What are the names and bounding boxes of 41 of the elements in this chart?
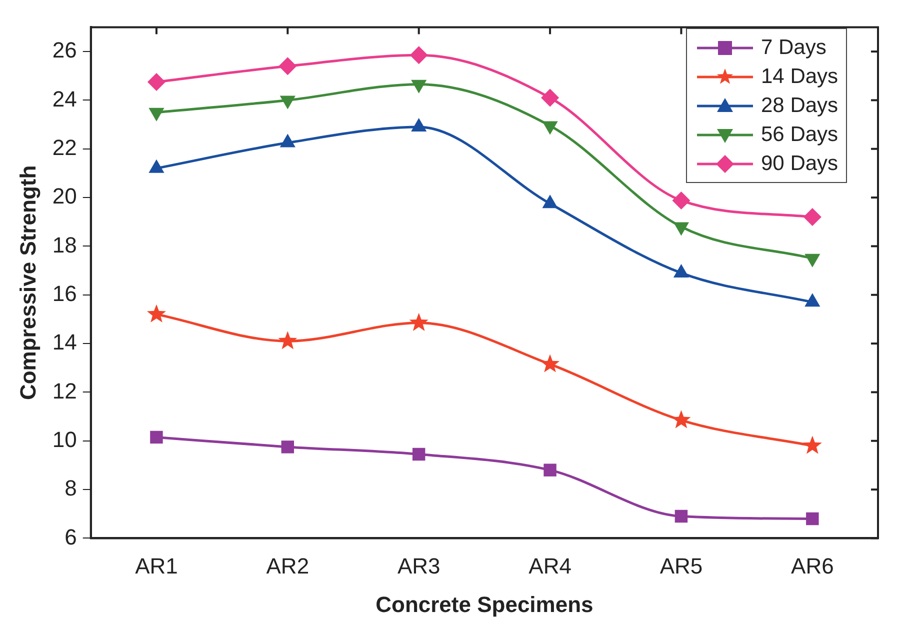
legend-label: 28 Days [761, 94, 838, 118]
point [146, 304, 166, 322]
legend-label: 7 Days [761, 36, 826, 60]
x-tick-label: AR2 [266, 553, 310, 578]
legend-label: 56 Days [761, 122, 838, 147]
point [150, 430, 163, 444]
y-tick-label: 10 [52, 426, 77, 452]
point [410, 46, 428, 64]
y-tick-label: 26 [52, 38, 77, 63]
y-tick-label: 8 [64, 476, 77, 501]
point [672, 191, 690, 210]
point [544, 464, 556, 476]
y-tick-label: 14 [52, 330, 77, 355]
y-tick-label: 24 [52, 86, 77, 112]
x-tick-label: AR4 [528, 553, 572, 578]
y-tick-label: 16 [52, 280, 77, 306]
y-tick-label: 20 [52, 184, 77, 209]
x-tick-label: AR5 [660, 553, 703, 578]
y-tick-label: 6 [64, 524, 77, 550]
point [674, 510, 688, 523]
point [803, 208, 822, 226]
point [541, 88, 560, 107]
point [147, 72, 166, 91]
point [802, 436, 822, 454]
legend-label: 14 Days [761, 64, 838, 89]
point [540, 354, 560, 372]
y-axis-title: Compressive Strength [15, 165, 40, 400]
y-tick-label: 22 [52, 134, 77, 160]
point [412, 448, 426, 461]
point [278, 331, 298, 350]
point [806, 512, 819, 526]
y-tick-label: 12 [52, 378, 77, 404]
point [281, 440, 294, 454]
x-axis-title: Concrete Specimens [376, 592, 594, 617]
legend-label: 90 Days [761, 152, 838, 176]
point [409, 312, 428, 331]
x-tick-label: AR1 [135, 553, 178, 578]
point [278, 57, 297, 76]
x-tick-label: AR3 [397, 553, 440, 578]
x-tick-label: AR6 [791, 553, 834, 578]
y-tick-label: 18 [52, 232, 77, 258]
